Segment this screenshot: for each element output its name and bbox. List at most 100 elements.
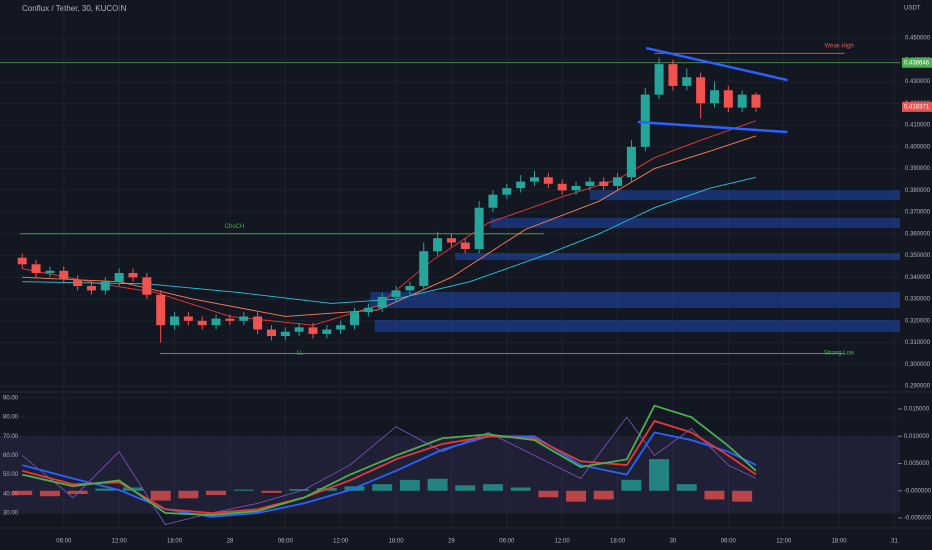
x-tick-label: 06:00 (278, 539, 294, 545)
oscillator-line (21, 416, 757, 525)
candle-body (751, 94, 761, 108)
trendline (645, 46, 788, 82)
candle-body (391, 290, 401, 297)
candle-body (696, 77, 706, 104)
order-block (374, 319, 900, 333)
y-tick-label: 0.340000 (905, 275, 931, 281)
y-tick-label: 70.00 (3, 434, 19, 440)
candle-body (170, 316, 180, 326)
y-tick-label: 0.290000 (905, 384, 931, 390)
order-block (589, 190, 900, 201)
candle-body (363, 307, 373, 313)
oscillator-line (22, 431, 757, 518)
annotation: ChoCH (225, 224, 245, 230)
histogram-bar (538, 490, 559, 498)
moving-average (22, 176, 757, 304)
y-tick-label: 0.360000 (905, 231, 931, 237)
candle-body (322, 329, 332, 334)
chart-title: Conflux / Tether, 30, KUCOIN (22, 4, 127, 13)
y-tick-label: 30.00 (3, 511, 19, 517)
order-block (490, 217, 900, 228)
x-tick-label: 18:00 (167, 539, 183, 545)
x-tick-label: 06:00 (56, 539, 72, 545)
y-tick-label: 90.00 (3, 396, 19, 402)
candle-body (446, 238, 456, 243)
histogram-bar (289, 489, 310, 491)
x-tick-label: 29 (448, 539, 455, 545)
histogram-bar (427, 478, 448, 491)
price-label-box (902, 57, 932, 68)
histogram-bar (399, 479, 420, 491)
candle-body (377, 296, 387, 308)
x-tick-label: 06:00 (721, 539, 737, 545)
candle-body (433, 238, 443, 252)
candle-body (280, 331, 290, 337)
histogram-bar (233, 489, 254, 491)
histogram-bar (261, 490, 282, 493)
candle-body (516, 181, 526, 189)
histogram-bar (12, 490, 33, 496)
x-tick-label: 18:00 (610, 539, 626, 545)
price-label-box (902, 101, 932, 112)
histogram-bar (621, 479, 642, 491)
candle-body (308, 327, 318, 334)
histogram-bar (649, 459, 670, 491)
candle-body (626, 146, 636, 178)
candle-body (183, 316, 193, 321)
y-tick-label: 60.00 (3, 453, 19, 459)
y-tick-label: 80.00 (3, 415, 19, 421)
x-tick-label: 18:00 (389, 539, 405, 545)
histogram-bar (95, 488, 116, 491)
candle-body (599, 181, 609, 186)
x-tick-label: 31 (891, 539, 898, 545)
y-tick-label: 0.410000 (905, 123, 931, 129)
histogram-bar (455, 485, 476, 491)
candle-body (529, 177, 539, 182)
candle-body (350, 312, 360, 326)
candle-body (668, 64, 678, 86)
histogram-bar (150, 490, 171, 501)
histogram-bar (732, 490, 753, 502)
oscillator-line (22, 419, 757, 514)
price-label: 0.438646 (904, 60, 930, 66)
x-tick-label: 30 (670, 539, 677, 545)
y-tick-label: 0.310000 (905, 340, 931, 346)
x-tick-label: 12:00 (112, 539, 128, 545)
x-tick-label: 18:00 (832, 539, 848, 545)
x-tick-label: 12:00 (333, 539, 349, 545)
oscillator-line (22, 404, 757, 516)
candle-body (266, 329, 276, 337)
histogram-bar (206, 490, 227, 496)
histogram-bar (510, 487, 531, 491)
y2-tick-label: 0.005000 (904, 461, 930, 467)
candle-body (211, 318, 221, 326)
y-tick-label: 0.300000 (905, 362, 931, 368)
y-tick-label: 40.00 (3, 491, 19, 497)
candle-body (253, 316, 263, 330)
histogram-bar (178, 490, 199, 499)
y-tick-label: 0.380000 (905, 188, 931, 194)
candle-body (654, 64, 664, 95)
histogram-bar (372, 484, 393, 491)
y-tick-label: 0.430000 (905, 79, 931, 85)
candle-body (557, 183, 567, 191)
candle-body (709, 90, 719, 104)
annotation: LL (297, 350, 304, 356)
histogram-bar (676, 484, 697, 491)
histogram-bar (67, 490, 88, 495)
candle-body (114, 272, 124, 282)
candle-body (585, 181, 595, 186)
candle-body (682, 77, 692, 86)
candle-body (86, 286, 96, 291)
candle-body (502, 188, 512, 195)
moving-average (22, 135, 757, 317)
order-block (455, 252, 900, 261)
candle-body (156, 294, 166, 326)
x-tick-label: 06:00 (499, 539, 515, 545)
candle-body (419, 251, 429, 287)
x-tick-label: 12:00 (776, 539, 792, 545)
trendline (637, 120, 788, 134)
histogram-bar (566, 490, 587, 502)
y2-tick-label: 0.015000 (904, 407, 930, 413)
annotation: Strong Low (824, 350, 855, 356)
